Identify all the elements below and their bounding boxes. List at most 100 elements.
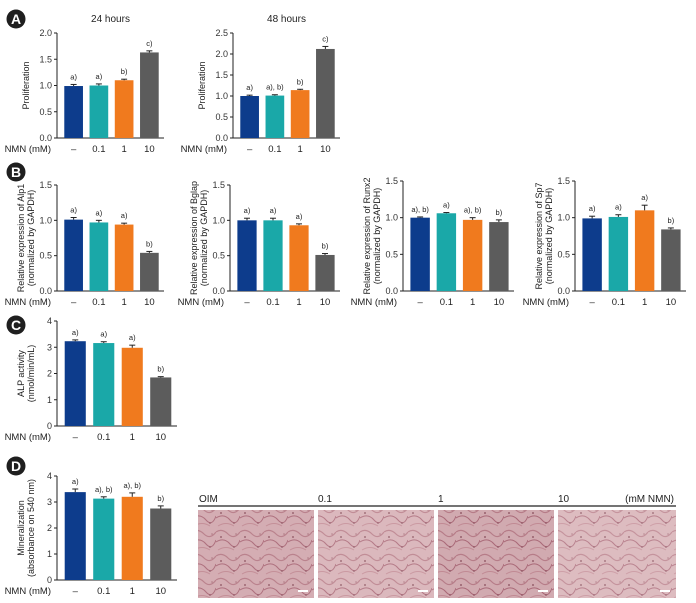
image-label-oim: OIM — [199, 494, 218, 505]
x-axis-row-label: NMN (mM) — [5, 144, 51, 155]
bar-3 — [661, 229, 681, 291]
significance-label: b) — [668, 216, 675, 225]
significance-label: a) — [72, 477, 79, 486]
stain-image-oim — [198, 510, 314, 598]
y-tick-label: 1.5 — [39, 180, 52, 190]
significance-label: a) — [72, 328, 79, 337]
chart-proliferation-48h: 48 hours 0.0 0.5 1.0 1.5 2.0 2.5 Proliferation a… — [181, 14, 340, 155]
x-tick-label: 1 — [296, 297, 301, 308]
significance-label: a), b) — [464, 206, 482, 215]
significance-label: a) — [129, 333, 136, 342]
bar-2 — [462, 219, 483, 291]
y-tick-label: 1.5 — [557, 176, 570, 186]
significance-label: b) — [297, 77, 304, 86]
significance-label: a) — [615, 203, 622, 212]
y-tick-label: 1.0 — [39, 81, 52, 91]
y-axis-label: (normalized by GAPDH) — [544, 188, 554, 285]
significance-label: b) — [121, 67, 128, 76]
bar-3 — [140, 52, 159, 138]
bar-0 — [64, 219, 83, 291]
x-tick-label: – — [417, 297, 423, 308]
x-tick-label: – — [71, 144, 77, 155]
x-tick-label: 0.1 — [97, 586, 110, 597]
stain-image-10 — [558, 510, 676, 598]
x-tick-label: 10 — [144, 297, 155, 308]
stain-image-0-1 — [318, 510, 434, 598]
x-tick-label: 1 — [121, 144, 126, 155]
x-axis-row-label: NMN (mM) — [5, 586, 51, 597]
y-tick-label: 1.5 — [215, 70, 228, 80]
significance-label: b) — [157, 365, 164, 374]
significance-label: a), b) — [411, 205, 429, 214]
image-label-10: 10 — [558, 494, 570, 505]
x-tick-label: 1 — [121, 297, 126, 308]
y-tick-label: 1 — [47, 549, 52, 559]
y-tick-label: 0.0 — [212, 286, 225, 296]
y-tick-label: 0.5 — [385, 249, 398, 259]
x-tick-label: 0.1 — [92, 144, 105, 155]
svg-text:B: B — [11, 164, 21, 180]
chart-runx2-expression: 0.0 0.5 1.0 1.5 Relative expression of Runx2… — [351, 176, 514, 308]
y-tick-label: 1.5 — [39, 54, 52, 64]
y-tick-label: 1.0 — [215, 91, 228, 101]
x-tick-label: 0.1 — [440, 297, 453, 308]
y-axis-label: (nmol/min/mL) — [26, 345, 36, 403]
x-tick-label: 1 — [130, 586, 135, 597]
y-tick-label: 4 — [47, 471, 52, 481]
x-tick-label: 10 — [666, 297, 677, 308]
bar-0 — [64, 492, 86, 580]
x-tick-label: 1 — [130, 432, 135, 443]
y-tick-label: 0 — [47, 575, 52, 585]
bar-3 — [489, 222, 509, 291]
bar-1 — [608, 216, 629, 291]
panel-badge-b: B — [6, 162, 26, 182]
x-tick-label: 10 — [155, 432, 166, 443]
y-tick-label: 0.0 — [39, 286, 52, 296]
significance-label: a) — [296, 212, 303, 221]
x-tick-label: – — [73, 432, 79, 443]
chart-alp1-expression: 0.0 0.5 1.0 1.5 Relative expression of Alp1(… — [5, 180, 164, 308]
significance-label: a) — [589, 204, 596, 213]
bar-2 — [114, 80, 134, 138]
y-tick-label: 0.0 — [39, 133, 52, 143]
bar-0 — [582, 218, 602, 291]
bar-0 — [64, 341, 86, 426]
y-axis-label: Mineralization — [16, 500, 26, 556]
x-tick-label: – — [244, 297, 250, 308]
y-tick-label: 3 — [47, 497, 52, 507]
significance-label: a) — [96, 72, 103, 81]
bar-2 — [289, 225, 309, 291]
image-label-0-1: 0.1 — [318, 494, 332, 505]
significance-label: c) — [322, 34, 329, 43]
bar-0 — [64, 86, 83, 138]
svg-text:D: D — [11, 458, 21, 474]
significance-label: b) — [322, 242, 329, 251]
bar-1 — [93, 498, 115, 580]
x-tick-label: – — [73, 586, 79, 597]
x-tick-label: 1 — [642, 297, 647, 308]
y-tick-label: 1.0 — [39, 215, 52, 225]
y-tick-label: 3 — [47, 342, 52, 352]
chart-sp7-expression: 0.0 0.5 1.0 1.5 Relative expression of Sp7 (n… — [523, 176, 686, 308]
x-axis-row-label: NMN (mM) — [523, 297, 569, 308]
bar-1 — [265, 95, 285, 138]
bar-0 — [237, 220, 257, 291]
svg-text:C: C — [11, 317, 21, 333]
x-tick-label: – — [71, 297, 77, 308]
y-tick-label: 2.0 — [215, 49, 228, 59]
bar-3 — [140, 252, 159, 291]
y-tick-label: 2.0 — [39, 28, 52, 38]
x-axis-row-label: NMN (mM) — [5, 432, 51, 443]
y-axis-label: Proliferation — [21, 61, 31, 109]
bar-3 — [316, 48, 335, 138]
bar-1 — [89, 222, 109, 291]
x-tick-label: 10 — [155, 586, 166, 597]
significance-label: a) — [641, 193, 648, 202]
bar-0 — [410, 217, 430, 291]
bar-0 — [240, 96, 259, 138]
y-tick-label: 2 — [47, 369, 52, 379]
y-tick-label: 0.5 — [557, 249, 570, 259]
significance-label: b) — [146, 239, 153, 248]
y-axis-label: Proliferation — [197, 61, 207, 109]
